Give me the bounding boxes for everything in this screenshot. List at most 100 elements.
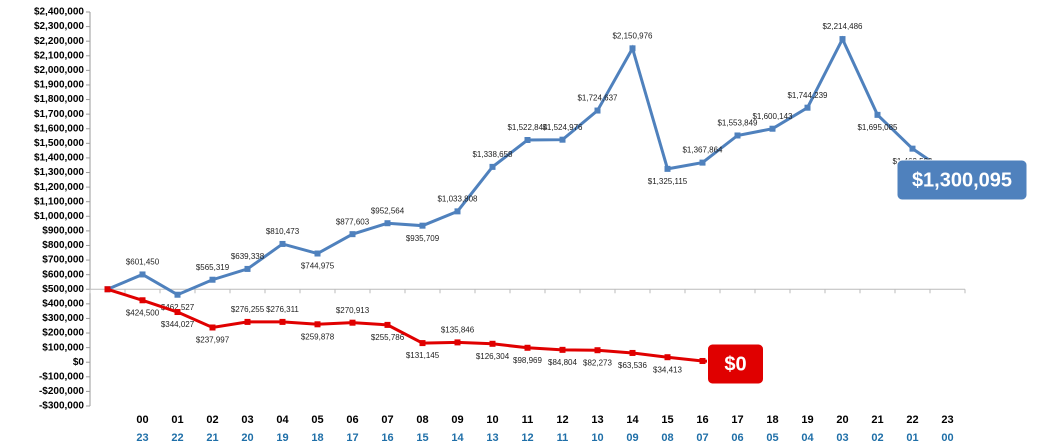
y-tick-label: $1,000,000: [34, 211, 84, 222]
marker: [664, 165, 671, 172]
x-tick-label: 00: [136, 414, 148, 426]
x-tick-label: 22: [906, 414, 918, 426]
y-tick-label: $100,000: [42, 342, 84, 353]
marker: [384, 321, 391, 328]
y-tick-label: $700,000: [42, 255, 84, 266]
marker: [594, 107, 601, 114]
x-tick-label: 18: [766, 414, 778, 426]
marker: [559, 136, 566, 143]
data-label: $126,304: [476, 352, 510, 361]
x-tick-label: 17: [731, 414, 743, 426]
data-label: $259,878: [301, 332, 335, 341]
x-tick-label: 04: [276, 414, 289, 426]
y-tick-label: $1,500,000: [34, 138, 84, 149]
data-label: $84,804: [548, 358, 577, 367]
marker: [559, 346, 566, 353]
marker: [524, 136, 531, 143]
marker: [629, 349, 636, 356]
marker: [314, 250, 321, 257]
x-tick-label: 12: [556, 414, 568, 426]
x-tick-label-secondary: 17: [346, 432, 358, 444]
y-tick-label: $1,600,000: [34, 123, 84, 134]
value-badge-label: $0: [724, 353, 746, 375]
x-tick-label-secondary: 16: [381, 432, 393, 444]
marker: [244, 265, 251, 272]
y-tick-label: $1,800,000: [34, 94, 84, 105]
x-tick-label: 09: [451, 414, 463, 426]
x-tick-label-secondary: 05: [766, 432, 778, 444]
x-tick-label: 15: [661, 414, 673, 426]
data-label: $276,311: [266, 305, 299, 314]
data-label: $237,997: [196, 336, 230, 345]
marker: [734, 132, 741, 139]
marker: [209, 276, 216, 283]
marker: [174, 291, 181, 298]
data-label: $82,273: [583, 358, 612, 367]
x-tick-label: 20: [836, 414, 848, 426]
marker: [489, 340, 496, 347]
data-label: $935,709: [406, 234, 440, 243]
y-tick-label: $2,400,000: [34, 7, 84, 18]
x-tick-label: 08: [416, 414, 428, 426]
data-label: $744,975: [301, 262, 335, 271]
data-label: $1,744,239: [787, 91, 828, 100]
x-tick-label-secondary: 01: [906, 432, 918, 444]
x-tick-label-secondary: 09: [626, 432, 638, 444]
data-label: $424,500: [126, 308, 160, 317]
marker: [419, 340, 426, 347]
y-tick-label: $1,300,000: [34, 167, 84, 178]
x-tick-label-secondary: 08: [661, 432, 673, 444]
marker: [524, 344, 531, 351]
x-tick-label-secondary: 20: [241, 432, 253, 444]
value-badge: [896, 159, 1028, 201]
marker: [349, 319, 356, 326]
data-label: $1,033,808: [437, 194, 478, 203]
x-tick-label-secondary: 10: [591, 432, 603, 444]
marker: [454, 208, 461, 215]
data-label: $135,846: [441, 326, 475, 335]
y-tick-label: $1,400,000: [34, 153, 84, 164]
y-tick-label: $2,300,000: [34, 21, 84, 32]
marker: [874, 111, 881, 118]
marker: [629, 45, 636, 52]
y-tick-label: $300,000: [42, 313, 84, 324]
data-label: $952,564: [371, 206, 405, 215]
y-tick-label: $500,000: [42, 284, 84, 295]
x-tick-label: 01: [171, 414, 183, 426]
x-tick-label-secondary: 22: [171, 432, 183, 444]
marker: [664, 354, 671, 361]
data-label: $255,786: [371, 333, 405, 342]
marker: [279, 240, 286, 247]
x-tick-label-secondary: 12: [521, 432, 533, 444]
x-tick-label-secondary: 06: [731, 432, 743, 444]
x-tick-label: 21: [871, 414, 883, 426]
y-tick-label: $1,100,000: [34, 196, 84, 207]
marker: [209, 324, 216, 331]
data-label: $462,527: [161, 303, 195, 312]
x-tick-label-secondary: 11: [557, 432, 569, 444]
y-tick-label: -$100,000: [39, 371, 84, 382]
data-label: $98,969: [513, 356, 542, 365]
y-tick-label: $200,000: [42, 328, 84, 339]
data-label: $810,473: [266, 227, 300, 236]
x-tick-label: 11: [522, 414, 534, 426]
data-label: $639,338: [231, 252, 265, 261]
x-tick-label-secondary: 14: [451, 432, 464, 444]
data-label: $1,724,637: [577, 94, 618, 103]
data-label: $344,027: [161, 320, 195, 329]
data-label: $1,367,864: [682, 146, 723, 155]
data-label: $270,913: [336, 306, 370, 315]
x-tick-label-secondary: 23: [136, 432, 148, 444]
data-label: $2,214,486: [822, 22, 863, 31]
marker: [174, 309, 181, 316]
marker: [699, 159, 706, 166]
marker: [489, 163, 496, 170]
data-label: $1,600,143: [752, 112, 793, 121]
x-tick-label-secondary: 02: [871, 432, 883, 444]
data-label: $131,145: [406, 351, 440, 360]
data-label: $1,524,976: [542, 123, 583, 132]
data-label: $1,553,849: [717, 119, 758, 128]
x-tick-label-secondary: 07: [696, 432, 708, 444]
x-tick-label-secondary: 18: [311, 432, 323, 444]
